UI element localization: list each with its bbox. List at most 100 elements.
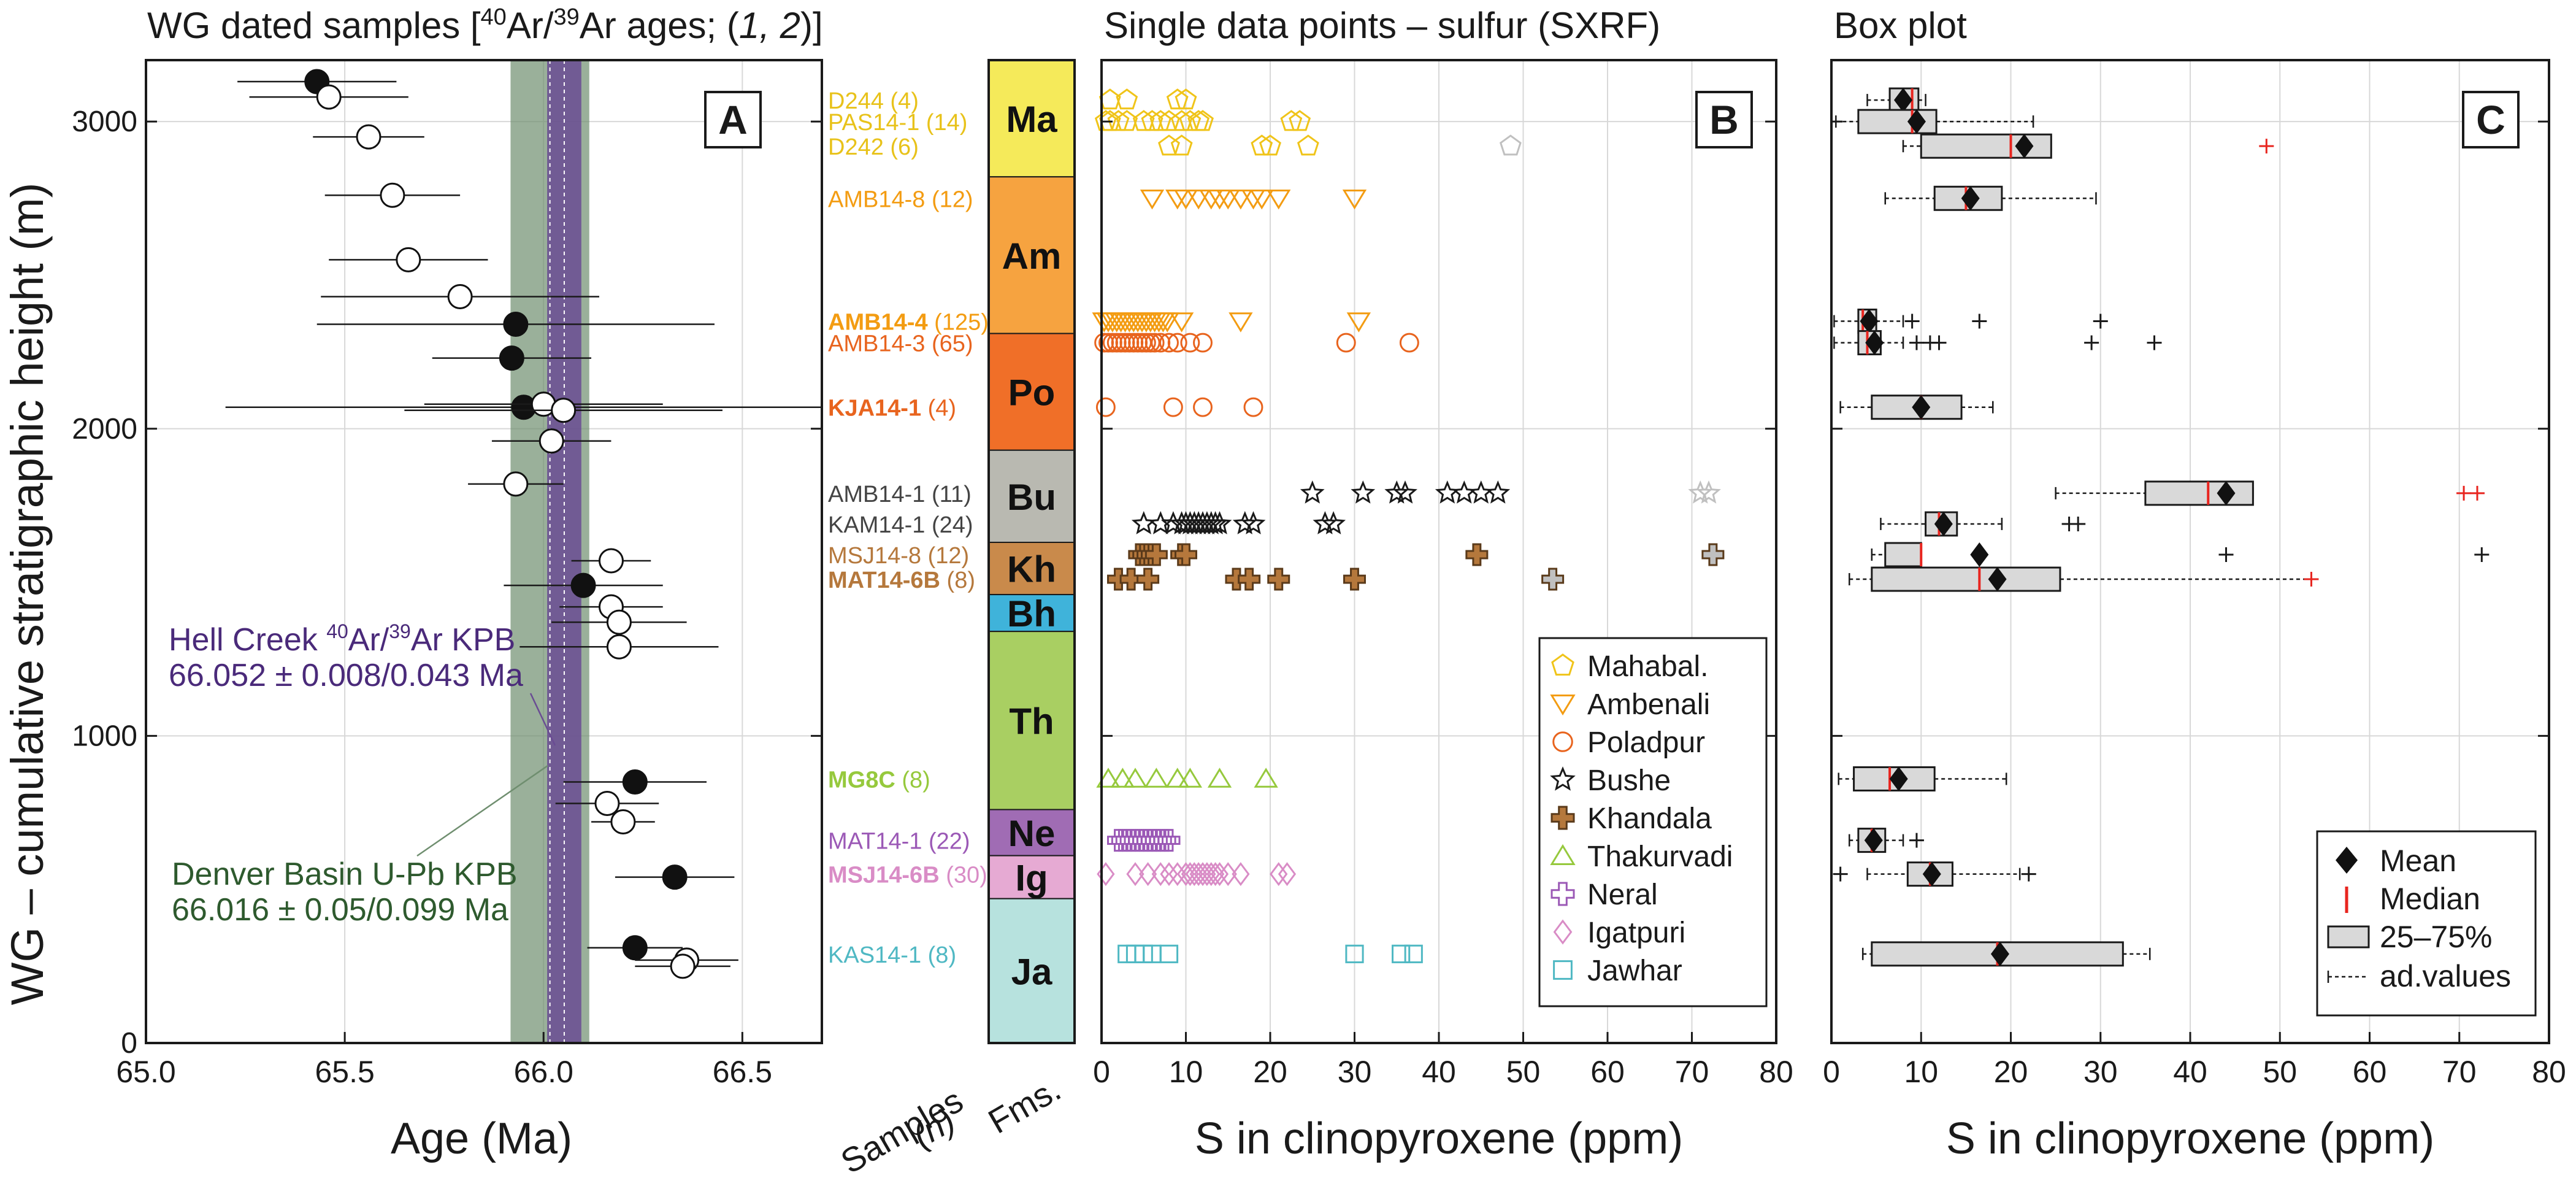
data-point bbox=[1465, 543, 1489, 566]
panel-b-letter-box bbox=[1695, 91, 1753, 148]
x-tick-label: 20 bbox=[1994, 1055, 2028, 1089]
formation-abbr: Po bbox=[1008, 372, 1056, 414]
age-point-open bbox=[598, 548, 624, 574]
outlier-marker bbox=[2304, 572, 2319, 587]
samples-column: D244 (4)PAS14-1 (14)D242 (6) AMB14-8 (12)… bbox=[828, 88, 989, 968]
data-point bbox=[1149, 110, 1172, 131]
data-point bbox=[1169, 312, 1194, 333]
sample-label: AMB14-1 (11) bbox=[828, 482, 972, 507]
y-tick-label: 3000 bbox=[72, 106, 137, 138]
sample-label: AMB14-4 (125) bbox=[828, 310, 989, 336]
age-point-filled bbox=[499, 345, 524, 371]
outlier-marker bbox=[1909, 833, 1924, 848]
hell-creek-leader bbox=[529, 693, 556, 746]
data-point bbox=[1259, 134, 1281, 156]
panel-b-x-axis-label: S in clinopyroxene (ppm) bbox=[1195, 1114, 1683, 1163]
data-point bbox=[1399, 333, 1419, 353]
data-point bbox=[1404, 944, 1423, 963]
mean-marker bbox=[1860, 309, 1879, 334]
data-point bbox=[1137, 568, 1160, 591]
legend-marker bbox=[1553, 960, 1573, 980]
panel-a-y-ticks: 0 1000 2000 3000 bbox=[72, 106, 822, 1060]
legend-marker bbox=[1551, 882, 1575, 906]
data-point bbox=[1343, 568, 1366, 591]
sample-label: AMB14-3 (65) bbox=[828, 331, 973, 357]
formation-abbr: Ma bbox=[1006, 99, 1057, 140]
panel-b-title: Single data points – sulfur (SXRF) bbox=[1104, 5, 1660, 46]
panel-c-x-ticks: 0 10 20 30 40 50 60 70 80 bbox=[1823, 1032, 2566, 1089]
panel-c-x-axis-label: S in clinopyroxene (ppm) bbox=[1946, 1114, 2434, 1163]
hell-creek-label-line2: 66.052 ± 0.008/0.043 Ma bbox=[169, 658, 523, 693]
data-point bbox=[1159, 944, 1179, 963]
data-point bbox=[1116, 88, 1138, 110]
data-point bbox=[1392, 944, 1411, 963]
outlier-marker bbox=[1833, 866, 1848, 882]
legend-label: Khandala bbox=[1587, 803, 1712, 835]
formation-abbr: Bu bbox=[1007, 477, 1056, 518]
data-point bbox=[1297, 134, 1319, 156]
data-point bbox=[1179, 110, 1202, 131]
data-point bbox=[1175, 543, 1197, 566]
x-tick-label: 70 bbox=[2442, 1055, 2477, 1089]
legend-label: Ambenali bbox=[1587, 688, 1710, 721]
legend-label: Jawhar bbox=[1587, 955, 1682, 987]
data-point bbox=[1267, 568, 1290, 591]
age-point-open bbox=[606, 634, 632, 660]
data-point bbox=[1139, 862, 1157, 887]
data-point bbox=[1158, 134, 1180, 156]
outlier-marker bbox=[2259, 139, 2274, 154]
age-point-open bbox=[594, 791, 620, 817]
age-point-filled bbox=[503, 312, 529, 337]
data-point bbox=[1155, 312, 1179, 333]
x-tick-label: 40 bbox=[1422, 1055, 1456, 1089]
data-point bbox=[1232, 510, 1257, 534]
legend-mean-label: Mean bbox=[2380, 844, 2456, 878]
legend-marker bbox=[1551, 653, 1574, 676]
data-point bbox=[1107, 110, 1130, 131]
formation-abbr: Ja bbox=[1011, 951, 1052, 992]
panel-a-letter-box bbox=[704, 91, 762, 148]
data-point bbox=[1345, 944, 1364, 963]
outlier-marker bbox=[1904, 314, 1920, 329]
mean-marker bbox=[1912, 395, 1931, 420]
iqr-box bbox=[2144, 480, 2254, 506]
outlier-marker bbox=[2470, 485, 2485, 501]
data-point bbox=[1170, 134, 1193, 156]
data-point bbox=[1198, 862, 1216, 887]
legend-marker bbox=[1551, 806, 1575, 830]
x-tick-label: 50 bbox=[1506, 1055, 1541, 1089]
data-point bbox=[1186, 190, 1211, 210]
formation-band bbox=[988, 631, 1075, 810]
legend-median-label: Median bbox=[2380, 882, 2480, 916]
data-point bbox=[1096, 768, 1121, 788]
data-point bbox=[1278, 862, 1297, 887]
outlier-marker bbox=[1972, 314, 1987, 329]
mean-marker bbox=[1907, 109, 1926, 134]
panel-b: Single data points – sulfur (SXRF) 0 10 20… bbox=[1092, 5, 1793, 1163]
age-point-open bbox=[551, 398, 577, 423]
age-point-filled bbox=[570, 572, 596, 598]
data-point bbox=[1696, 480, 1721, 504]
panel-b-letter: B bbox=[1709, 97, 1739, 142]
formation-abbr: Am bbox=[1002, 236, 1062, 277]
panel-a-x-axis-label: Age (Ma) bbox=[391, 1114, 572, 1163]
data-point bbox=[1485, 480, 1511, 504]
panel-b-y-ticks bbox=[1102, 120, 1776, 1044]
data-point bbox=[1267, 190, 1291, 210]
age-point-open bbox=[503, 471, 529, 497]
x-tick-label: 10 bbox=[1169, 1055, 1203, 1089]
formation-band bbox=[988, 333, 1075, 451]
hell-creek-label-line1: Hell Creek 40Ar/39Ar KPB bbox=[169, 620, 515, 658]
legend-marker bbox=[1550, 844, 1576, 865]
iqr-box bbox=[1884, 542, 1922, 568]
legend-label: Bushe bbox=[1587, 764, 1671, 797]
x-tick-label: 66.5 bbox=[713, 1055, 772, 1089]
mean-marker bbox=[2217, 480, 2236, 506]
data-point bbox=[1313, 510, 1338, 534]
data-point bbox=[1178, 768, 1203, 788]
data-point bbox=[1144, 768, 1169, 788]
data-point bbox=[1119, 568, 1143, 591]
data-point bbox=[1167, 333, 1187, 353]
denver-leader bbox=[416, 764, 548, 857]
sample-label: KAM14-1 (24) bbox=[828, 512, 973, 538]
